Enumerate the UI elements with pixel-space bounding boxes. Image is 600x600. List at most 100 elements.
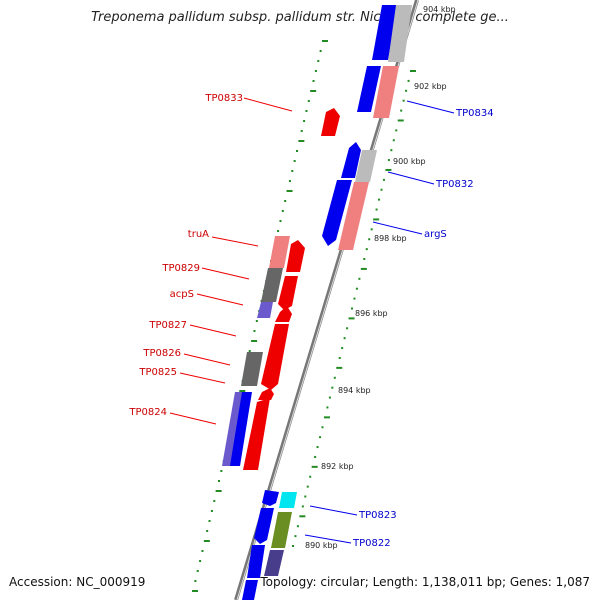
- gene-feature: [279, 492, 297, 508]
- scale-tick: [390, 149, 393, 152]
- scale-tick: [351, 307, 353, 310]
- scale-tick: [253, 330, 256, 332]
- gene-feature: [271, 512, 292, 548]
- gene-feature: [278, 276, 298, 310]
- gene-label-tp0827: TP0827: [148, 320, 187, 331]
- scale-tick: [328, 396, 331, 399]
- gene-labels-right[interactable]: TP0834 TP0832 argS TP0823 TP0822: [352, 108, 494, 549]
- scale-tick: [293, 160, 296, 162]
- accession-label: Accession: NC_000919: [9, 575, 146, 589]
- scale-tick: [310, 90, 317, 92]
- genes-left[interactable]: [222, 108, 340, 470]
- gene-label-tp0822: TP0822: [352, 538, 391, 549]
- scale-tick: [279, 220, 282, 222]
- scale-tick: [206, 530, 209, 532]
- kbp-labels: 904 kbp 902 kbp 900 kbp 898 kbp 896 kbp …: [305, 5, 456, 550]
- leader-lines-left: [169, 97, 293, 425]
- gene-label-tp0834: TP0834: [455, 108, 494, 119]
- scale-tick: [213, 500, 216, 502]
- scale-tick: [194, 580, 197, 582]
- scale-tick: [312, 80, 315, 82]
- genes-right[interactable]: [242, 5, 412, 600]
- scale-tick: [294, 535, 297, 538]
- gene-feature: [258, 388, 274, 400]
- gene-label-tp0829: TP0829: [161, 263, 200, 274]
- scale-tick: [402, 99, 405, 102]
- scale-tick: [218, 480, 220, 482]
- gene-feature: [321, 108, 340, 136]
- gene-label-acps: acpS: [170, 289, 194, 300]
- genome-summary-label: Topology: circular; Length: 1,138,011 bp…: [260, 575, 590, 589]
- scale-tick: [355, 287, 358, 290]
- gene-feature: [341, 142, 361, 178]
- scale-tick: [397, 119, 404, 122]
- scale-tick: [192, 590, 198, 592]
- scale-tick: [333, 376, 336, 379]
- gene-feature: [269, 236, 290, 268]
- gene-feature: [261, 268, 283, 302]
- leader-lines-right: [304, 100, 455, 544]
- gene-feature: [275, 306, 292, 322]
- scale-tick: [203, 540, 210, 542]
- scale-tick: [341, 347, 344, 350]
- kbp-label-902: 902 kbp: [414, 82, 447, 91]
- kbp-label-900: 900 kbp: [393, 157, 426, 166]
- kbp-label-890: 890 kbp: [305, 541, 338, 550]
- scale-tick: [284, 200, 287, 202]
- gene-feature: [241, 352, 263, 386]
- gene-feature: [372, 5, 398, 60]
- scale-tick: [395, 129, 398, 132]
- scale-tick: [363, 258, 366, 261]
- gene-labels-left[interactable]: TP0833 truA TP0829 acpS TP0827 TP0826 TP…: [128, 93, 243, 418]
- kbp-label-904: 904 kbp: [423, 5, 456, 14]
- gene-feature: [322, 180, 352, 246]
- gene-label-tp0823: TP0823: [358, 510, 397, 521]
- scale-tick: [317, 60, 320, 62]
- gene-feature: [242, 580, 258, 600]
- scale-tick: [314, 455, 317, 458]
- gene-feature: [230, 392, 252, 466]
- scale-tick: [208, 520, 211, 522]
- gene-label-tp0833: TP0833: [204, 93, 243, 104]
- scale-tick: [296, 525, 299, 528]
- scale-tick: [319, 436, 322, 439]
- gene-label-tp0832: TP0832: [435, 179, 474, 190]
- gene-feature: [373, 66, 399, 118]
- scale-tick: [368, 238, 371, 241]
- scale-tick: [353, 297, 356, 300]
- scale-tick: [370, 228, 373, 231]
- scale-tick: [305, 110, 308, 112]
- scale-tick: [392, 139, 395, 142]
- gene-feature: [338, 182, 369, 250]
- scale-tick: [380, 188, 383, 191]
- scale-tick: [343, 337, 346, 340]
- scale-tick: [387, 159, 390, 162]
- gene-feature: [388, 5, 412, 62]
- scale-tick: [201, 550, 204, 552]
- gene-feature: [243, 398, 270, 470]
- scale-tick: [400, 109, 403, 112]
- scale-tick: [281, 210, 284, 212]
- scale-tick: [288, 180, 291, 182]
- scale-tick: [277, 230, 280, 232]
- scale-tick: [301, 505, 304, 508]
- scale-tick: [255, 320, 258, 322]
- gene-feature: [254, 508, 274, 544]
- scale-tick: [296, 150, 298, 152]
- scale-tick: [307, 100, 310, 102]
- scale-tick: [410, 70, 416, 72]
- scale-tick: [298, 140, 305, 142]
- scale-tick: [291, 170, 294, 172]
- scale-tick: [292, 545, 294, 547]
- gene-label-tp0826: TP0826: [142, 348, 181, 359]
- gene-label-args: argS: [424, 229, 447, 240]
- scale-tick: [309, 475, 312, 478]
- scale-tick: [251, 340, 258, 342]
- gene-feature: [264, 550, 284, 576]
- scale-tick: [405, 89, 408, 92]
- scale-tick: [375, 208, 378, 211]
- gene-label-trua: truA: [188, 229, 209, 240]
- scale-tick: [210, 510, 213, 512]
- scale-tick: [311, 465, 318, 468]
